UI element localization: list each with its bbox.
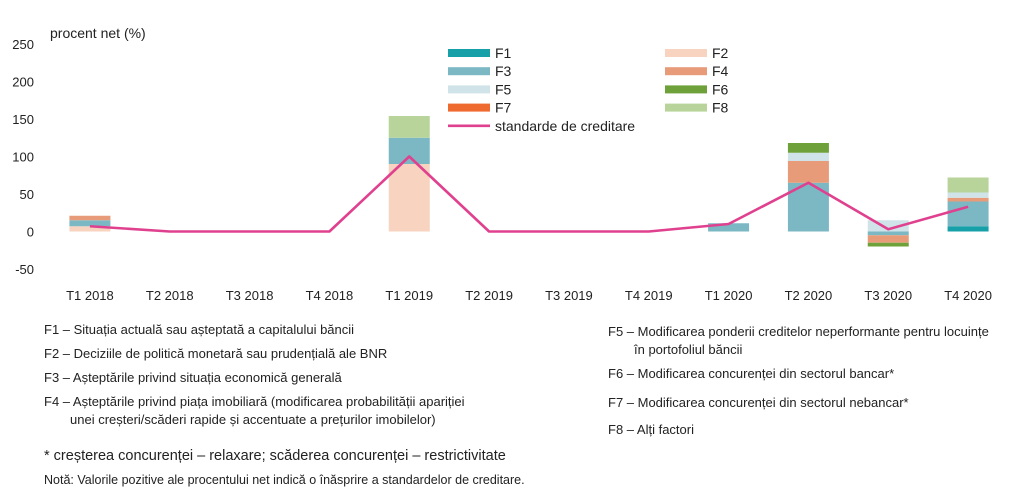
legend-swatch xyxy=(448,49,490,57)
bar-segment xyxy=(867,231,909,236)
bar-segment xyxy=(867,220,909,232)
legend-swatch xyxy=(665,103,707,112)
legend-label: F7 xyxy=(495,100,512,116)
notes-right: F5 – Modificarea ponderii creditelor nep… xyxy=(608,323,989,439)
bar-segment xyxy=(867,235,909,243)
footnote-note: Notă: Valorile pozitive ale procentului … xyxy=(44,473,525,487)
bar-segment xyxy=(69,226,111,232)
bar-segment xyxy=(388,164,430,232)
note-f3: F3 – Așteptările privind situația econom… xyxy=(44,370,342,385)
y-tick-label: 0 xyxy=(27,225,34,240)
legend-label: F6 xyxy=(712,81,729,97)
y-tick-label: 250 xyxy=(12,37,34,52)
legend-label: F8 xyxy=(712,100,729,116)
bar-segment xyxy=(708,223,750,232)
note-f5-cont: în portofoliul băncii xyxy=(634,342,743,357)
legend-label: F1 xyxy=(495,45,512,61)
legend-swatch xyxy=(665,85,707,94)
y-tick-label: -50 xyxy=(15,262,34,277)
bar-segment xyxy=(69,215,111,221)
note-f2: F2 – Deciziile de politică monetară sau … xyxy=(44,346,388,361)
y-tick-label: 200 xyxy=(12,75,34,90)
x-tick-label: T3 2018 xyxy=(226,288,274,300)
note-f4: F4 – Așteptările privind piața imobiliar… xyxy=(44,394,465,409)
legend-label: F5 xyxy=(495,81,512,97)
bar-segment xyxy=(947,197,989,202)
note-f1: F1 – Situația actuală sau așteptată a ca… xyxy=(44,322,355,337)
bar-segment xyxy=(388,116,430,138)
legend-swatch xyxy=(448,103,490,112)
bar-segment xyxy=(947,226,989,232)
y-tick-label: 50 xyxy=(20,187,34,202)
legend-swatch xyxy=(665,49,707,57)
chart-plot: procent net (%) 250 200 150 100 50 0 -50 T1 20… xyxy=(12,25,992,300)
x-tick-label: T3 2020 xyxy=(864,288,912,300)
x-tick-label: T4 2020 xyxy=(944,288,992,300)
notes-left: F1 – Situația actuală sau așteptată a ca… xyxy=(44,321,465,429)
note-f7: F7 – Modificarea concurenței din sectoru… xyxy=(608,395,909,410)
bar-segment xyxy=(787,161,829,183)
legend-label: F4 xyxy=(712,63,729,79)
x-tick-label: T2 2018 xyxy=(146,288,194,300)
line-series-standarde xyxy=(89,155,969,233)
bar-segment xyxy=(388,137,430,164)
legend-label: F3 xyxy=(495,63,512,79)
legend-swatch xyxy=(448,85,490,94)
note-f4-cont: unei creșteri/scăderi rapide și accentua… xyxy=(70,412,436,427)
footnote-competition: * creșterea concurenței – relaxare; scăd… xyxy=(44,448,506,464)
legend-swatch xyxy=(448,67,490,76)
bar-segment xyxy=(787,143,829,153)
note-f8: F8 – Alți factori xyxy=(608,422,694,437)
x-tick-label: T3 2019 xyxy=(545,288,593,300)
legend-label: F2 xyxy=(712,45,729,61)
bar-segment xyxy=(947,177,989,193)
x-tick-label: T1 2018 xyxy=(66,288,114,300)
x-tick-label: T2 2020 xyxy=(785,288,833,300)
note-f6: F6 – Modificarea concurenței din sectoru… xyxy=(608,366,895,381)
y-axis-title: procent net (%) xyxy=(50,25,146,41)
x-tick-label: T4 2018 xyxy=(306,288,354,300)
bar-segment xyxy=(69,220,111,227)
note-f5: F5 – Modificarea ponderii creditelor nep… xyxy=(608,324,989,339)
x-tick-label: T4 2019 xyxy=(625,288,673,300)
bar-segment xyxy=(947,192,989,198)
legend-label: standarde de creditare xyxy=(495,118,635,134)
bar-segment xyxy=(787,152,829,161)
y-tick-label: 100 xyxy=(12,150,34,165)
bar-segment xyxy=(947,201,989,227)
x-tick-label: T2 2019 xyxy=(465,288,513,300)
x-tick-label: T1 2020 xyxy=(705,288,753,300)
x-tick-label: T1 2019 xyxy=(385,288,433,300)
bar-segment xyxy=(867,242,909,247)
legend-swatch xyxy=(665,67,707,76)
y-tick-label: 150 xyxy=(12,112,34,127)
